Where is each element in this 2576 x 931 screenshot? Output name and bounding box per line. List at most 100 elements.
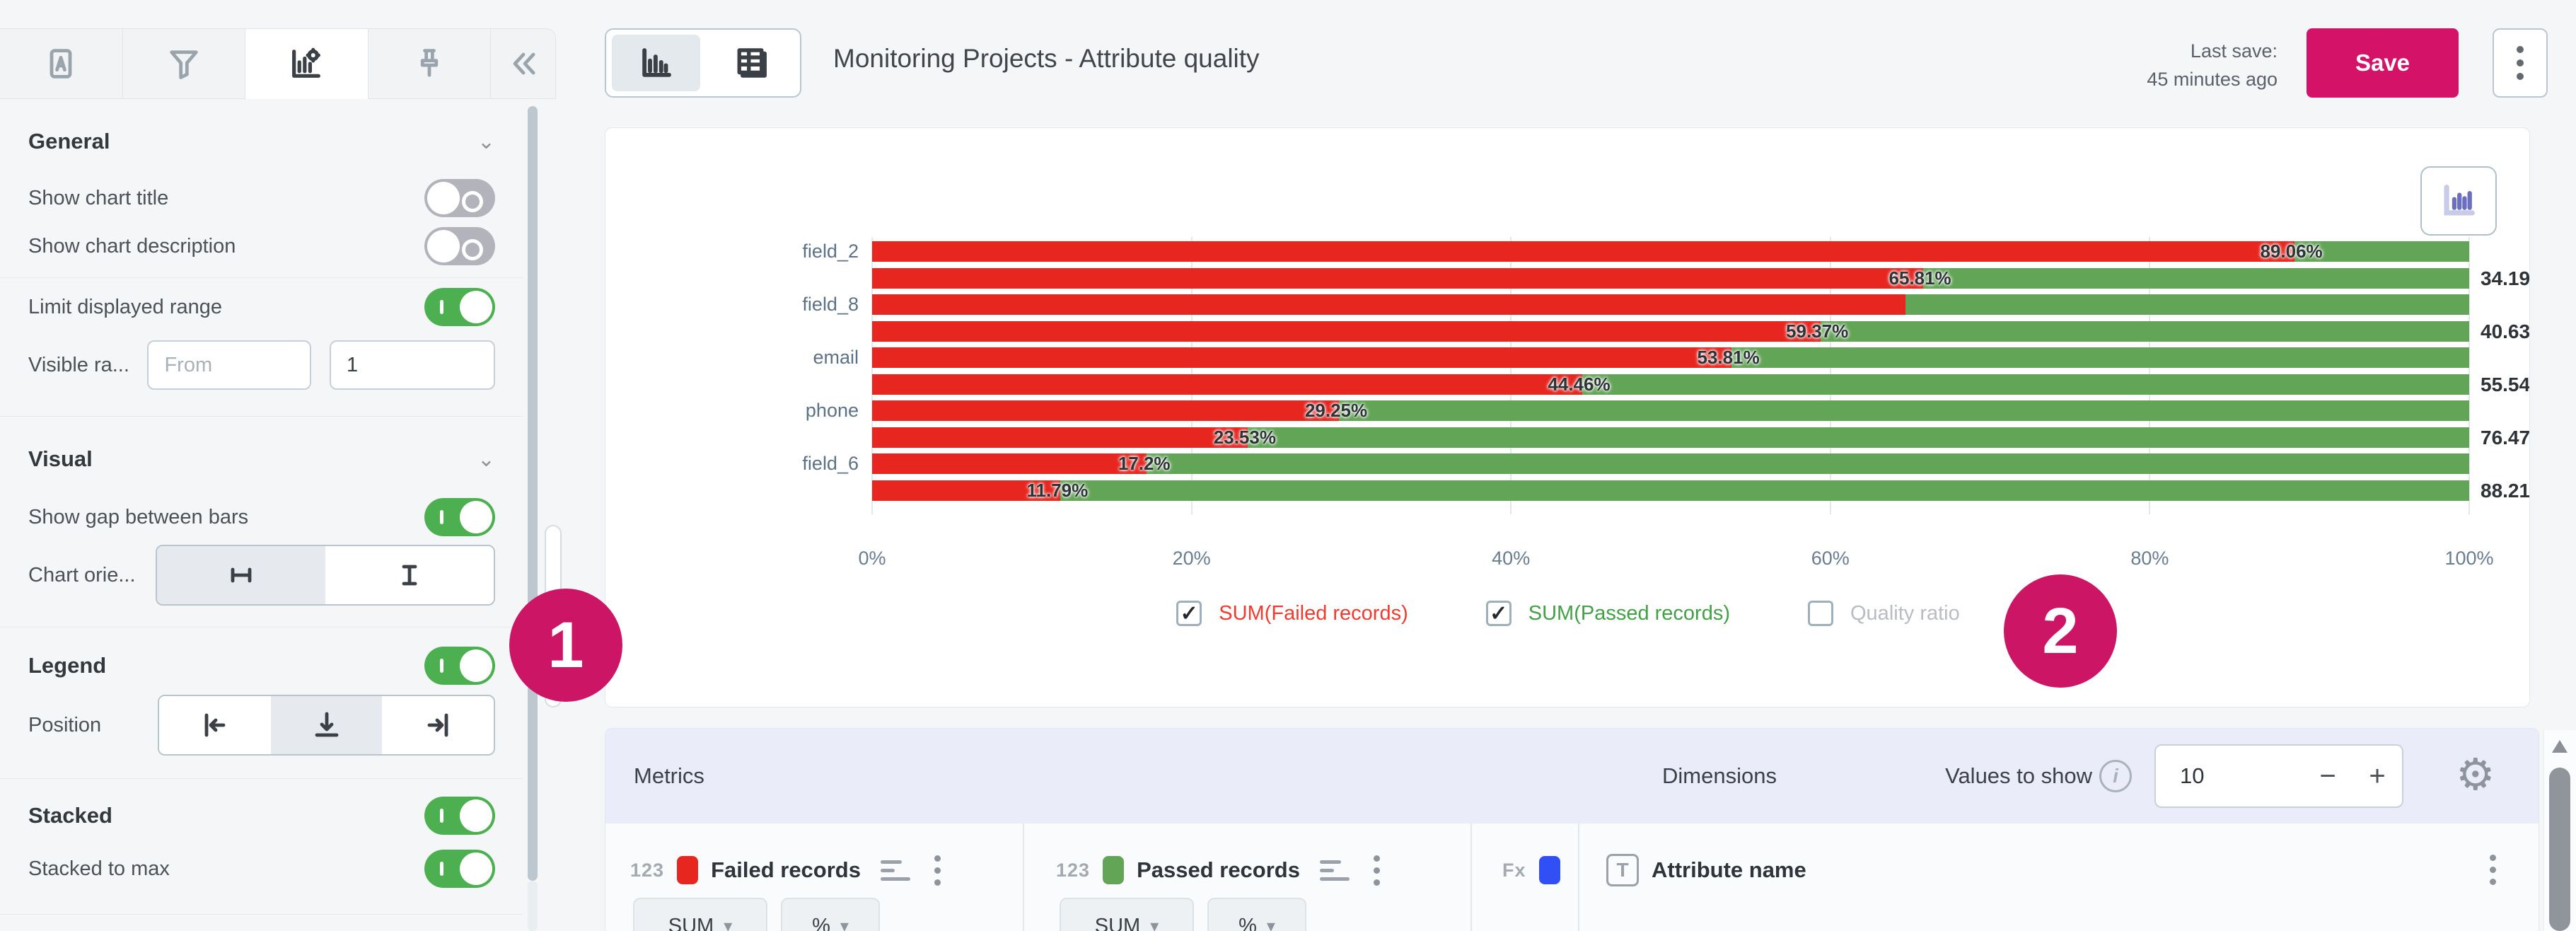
bar-chart-icon (642, 48, 671, 77)
aggregation-dropdown[interactable]: SUM ▾ (633, 898, 767, 931)
tab-chart-settings[interactable] (245, 28, 369, 99)
x-tick-label: 80% (2130, 548, 2169, 569)
metric-name: Passed records (1137, 857, 1300, 882)
section-title-visual: Visual (28, 446, 93, 471)
passed-percent-label: 34.19% (2481, 267, 2530, 289)
metrics-header: Metrics (634, 763, 704, 788)
chart-type-button[interactable] (2420, 166, 2497, 236)
failed-records-bar-segment (872, 320, 1821, 342)
legend-position-left-button[interactable] (159, 696, 271, 754)
show-chart-title-toggle[interactable] (424, 179, 495, 217)
legend-label: Quality ratio (1850, 601, 1960, 625)
label-format-icon[interactable] (880, 860, 910, 881)
category-label: field_6 (802, 453, 859, 474)
show-chart-title-label: Show chart title (28, 186, 169, 209)
failed-records-bar-segment (872, 427, 1248, 448)
tab-text-style[interactable] (0, 28, 123, 99)
metric-type-badge: 123 (1056, 859, 1091, 881)
bar-row: 11.79% 88.21% (872, 480, 2529, 502)
legend-toggle[interactable] (424, 647, 495, 685)
x-tick-label: 60% (1811, 548, 1850, 569)
label-format-icon[interactable] (1319, 860, 1350, 881)
failed-percent-label: 44.46% (1548, 373, 1611, 395)
legend-checkbox[interactable]: ✓ (1485, 601, 1512, 626)
metric-color-swatch[interactable] (1538, 856, 1560, 884)
stacked-to-max-toggle[interactable] (424, 850, 495, 888)
gear-icon[interactable]: ⚙ (2456, 748, 2495, 800)
failed-records-bar-segment (872, 400, 1340, 421)
tab-filter[interactable] (122, 28, 245, 99)
aggregation-value: SUM (668, 914, 714, 931)
limit-displayed-range-label: Limit displayed range (28, 295, 223, 318)
metric-color-swatch[interactable] (677, 856, 699, 884)
chart-settings-icon (292, 47, 321, 78)
annotation-badge-1: 1 (509, 589, 622, 702)
table-view-button[interactable] (706, 35, 794, 91)
tab-pin[interactable] (368, 28, 491, 99)
values-to-show-input[interactable]: 10 − + (2154, 744, 2403, 808)
save-button[interactable]: Save (2307, 28, 2459, 98)
metric-type-badge: 123 (630, 859, 665, 881)
unit-value: % (812, 914, 830, 931)
chevron-down-icon[interactable]: ⌄ (477, 129, 495, 154)
failed-percent-label: 59.37% (1786, 320, 1849, 342)
unit-dropdown[interactable]: % ▾ (1207, 898, 1306, 931)
chart-panel: 89.06% 65.81% 34.19% 59.37% 40.63% 53.81… (605, 127, 2530, 707)
align-left-icon (204, 713, 226, 737)
sidebar-scrollbar-track (528, 881, 538, 931)
legend-position-right-button[interactable] (382, 696, 494, 754)
last-save-value: 45 minutes ago (2147, 69, 2278, 90)
failed-percent-label: 65.81% (1889, 267, 1951, 289)
passed-records-bar-segment (1731, 347, 2469, 368)
x-tick-label: 100% (2444, 548, 2494, 569)
metrics-dimensions-panel: Metrics Dimensions Values to show i 10 −… (605, 728, 2539, 931)
dimension-menu-button[interactable] (2490, 855, 2496, 885)
page-title: Monitoring Projects - Attribute quality (833, 44, 1260, 73)
caret-down-icon: ▾ (1266, 916, 1275, 931)
scroll-up-arrow[interactable] (2552, 740, 2568, 753)
legend-item[interactable]: ✓ SUM(Passed records) (1485, 601, 1730, 626)
orientation-vertical-button[interactable] (325, 546, 494, 604)
passed-percent-label: 88.21% (2481, 479, 2530, 502)
annotation-badge-2: 2 (2004, 574, 2117, 688)
show-gap-toggle[interactable] (424, 498, 495, 536)
metric-menu-button[interactable] (1373, 855, 1380, 886)
passed-records-bar-segment (1060, 480, 2469, 501)
legend-checkbox[interactable]: ✓ (1176, 601, 1202, 626)
decrement-button[interactable]: − (2319, 761, 2336, 792)
show-chart-description-toggle[interactable] (424, 227, 495, 265)
settings-sidebar: General ⌄ Show chart title Show chart de… (0, 0, 556, 931)
failed-records-bar-segment (872, 347, 1732, 368)
orientation-horizontal-button[interactable] (157, 546, 325, 604)
passed-records-bar-segment (1905, 294, 2469, 315)
unit-value: % (1238, 914, 1257, 931)
more-options-button[interactable] (2493, 28, 2548, 98)
stacked-toggle[interactable] (424, 797, 495, 835)
panel-scrollbar-thumb[interactable] (2549, 768, 2570, 931)
failed-records-bar-segment (872, 294, 1905, 315)
legend-item[interactable]: Quality ratio (1808, 601, 1960, 626)
sidebar-scrollbar[interactable] (528, 106, 538, 881)
failed-percent-label: 29.25% (1304, 400, 1368, 421)
visible-range-to-input[interactable] (329, 340, 495, 390)
info-icon[interactable]: i (2099, 760, 2132, 792)
failed-percent-label: 53.81% (1697, 347, 1760, 368)
legend-position-bottom-button[interactable] (270, 696, 383, 754)
unit-dropdown[interactable]: % ▾ (781, 898, 880, 931)
legend-item[interactable]: ✓ SUM(Failed records) (1176, 601, 1408, 626)
vertical-bars-icon (402, 565, 417, 586)
aggregation-dropdown[interactable]: SUM ▾ (1060, 898, 1194, 931)
legend-checkbox[interactable] (1808, 601, 1833, 626)
increment-button[interactable]: + (2369, 761, 2386, 792)
chart-view-button[interactable] (612, 35, 700, 91)
tab-collapse-panel[interactable] (491, 28, 556, 99)
visible-range-from-input[interactable] (147, 340, 312, 390)
category-label: field_2 (802, 241, 859, 262)
x-tick-label: 0% (858, 548, 886, 569)
chevron-down-icon[interactable]: ⌄ (477, 447, 495, 471)
metric-color-swatch[interactable] (1103, 856, 1125, 884)
limit-displayed-range-toggle[interactable] (424, 288, 495, 326)
failed-records-bar-segment (872, 267, 1923, 289)
metric-menu-button[interactable] (934, 855, 941, 886)
section-title-legend: Legend (28, 653, 107, 678)
